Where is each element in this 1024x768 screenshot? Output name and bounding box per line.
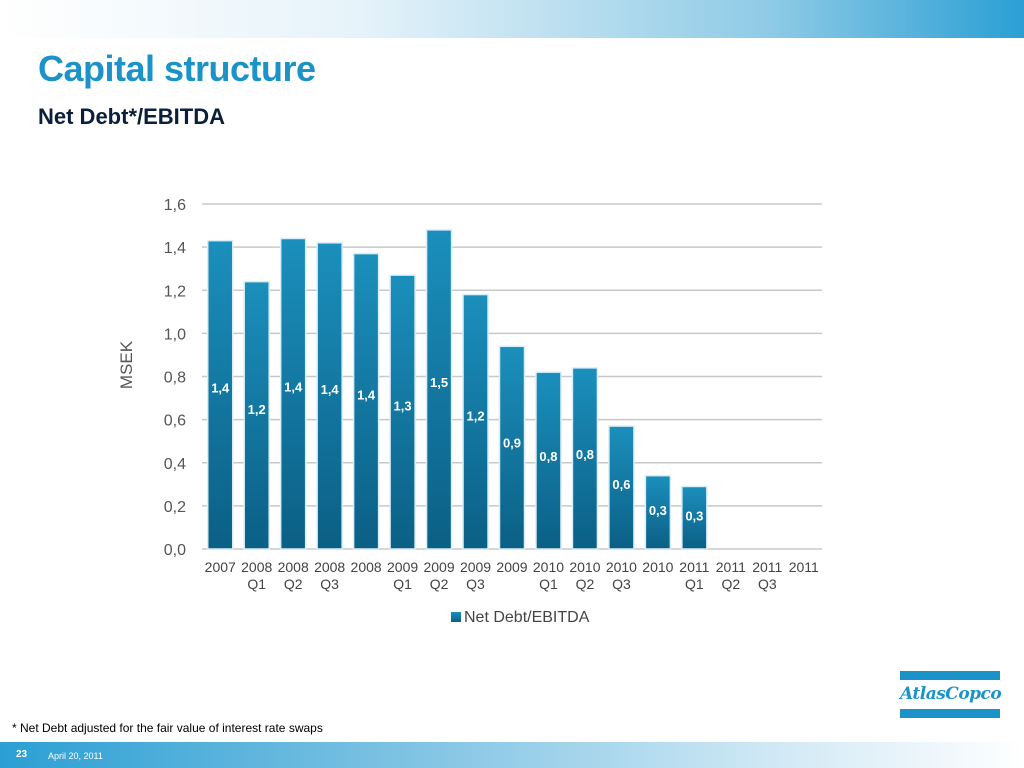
x-tick-year: 2010 [533, 559, 564, 575]
logo-stripe-bottom [900, 709, 1000, 718]
x-tick-year: 2011 [716, 559, 746, 575]
x-tick-quarter: Q2 [430, 576, 449, 592]
y-tick-label: 0,8 [164, 370, 186, 387]
bar [389, 274, 416, 550]
data-label: 1,3 [394, 399, 412, 414]
bar [644, 474, 672, 550]
x-tick-quarter: Q1 [685, 576, 704, 592]
x-tick-year: 2011 [789, 559, 819, 575]
data-label: 0,8 [539, 449, 557, 464]
y-axis-label: MSEK [117, 340, 136, 389]
y-tick-label: 1,2 [164, 283, 186, 300]
data-label: 1,4 [321, 382, 340, 397]
data-label: 1,2 [248, 402, 266, 417]
footer-band [0, 742, 1024, 768]
net-debt-ebitda-chart: 0,00,20,40,60,81,01,21,41,6 1,41,21,4 1,4… [117, 197, 822, 626]
data-label: 1,5 [430, 375, 448, 390]
x-tick-quarter: Q1 [539, 576, 558, 592]
bar [462, 293, 489, 550]
x-tick-quarter: Q3 [320, 576, 339, 592]
data-label: 0,9 [503, 436, 521, 451]
x-tick-quarter: Q2 [284, 576, 303, 592]
x-tick-year: 2008 [241, 559, 272, 575]
bar [608, 425, 635, 550]
page-title: Capital structure [38, 48, 316, 89]
data-label: 0,6 [612, 477, 630, 492]
x-tick-quarter: Q2 [721, 576, 740, 592]
x-tick-year: 2009 [496, 559, 527, 575]
x-tick-year: 2010 [569, 559, 600, 575]
data-label: 0,3 [685, 508, 703, 523]
x-tick-year: 2008 [351, 559, 382, 575]
data-label: 0,8 [576, 447, 594, 462]
x-tick-quarter: Q2 [576, 576, 595, 592]
y-tick-label: 1,4 [164, 240, 186, 257]
x-tick-year: 2008 [278, 559, 309, 575]
bar [352, 252, 380, 550]
header-band [0, 0, 1024, 38]
legend-label: Net Debt/EBITDA [464, 609, 590, 626]
y-tick-label: 0,0 [164, 542, 186, 559]
x-tick-year: 2008 [314, 559, 345, 575]
x-tick-year: 2011 [679, 559, 709, 575]
data-label: 1,2 [466, 409, 484, 424]
bar [425, 229, 453, 550]
x-tick-quarter: Q1 [393, 576, 412, 592]
x-tick-quarter: Q3 [758, 576, 777, 592]
bars: 1,4 1,2 1,4 1,4 1,4 1,3 1,5 1,2 0,9 0,8 0,8 0,6 0,3 0… [206, 229, 708, 550]
x-tick-year: 2010 [606, 559, 637, 575]
bar [279, 237, 307, 550]
bar [316, 242, 343, 550]
data-label: 1,4 [357, 387, 376, 402]
data-label: 0,3 [649, 503, 667, 518]
bar [498, 345, 526, 550]
legend: Net Debt/EBITDA [451, 609, 590, 626]
x-tick-quarter: Q3 [466, 576, 485, 592]
x-tick-quarter: Q3 [612, 576, 631, 592]
bar [535, 371, 562, 550]
x-tick-year: 2010 [642, 559, 673, 575]
y-tick-label: 0,6 [164, 413, 186, 430]
data-label: 1,4 [284, 380, 303, 395]
footnote: * Net Debt adjusted for the fair value o… [12, 721, 323, 735]
atlas-copco-logo: AtlasCopco [900, 671, 1002, 719]
bar [206, 239, 234, 550]
x-tick-year: 2009 [387, 559, 418, 575]
x-tick-quarter: Q1 [247, 576, 266, 592]
logo-stripe-top [900, 671, 1000, 680]
y-tick-labels: 0,0 0,2 0,4 0,6 0,8 1,0 1,2 1,4 1,6 [164, 197, 186, 559]
y-tick-label: 0,4 [164, 456, 186, 473]
page-number: 23 [16, 749, 28, 760]
legend-swatch [451, 612, 461, 622]
y-tick-label: 1,0 [164, 326, 186, 343]
y-tick-label: 0,2 [164, 499, 186, 516]
x-tick-year: 2009 [460, 559, 491, 575]
x-tick-year: 2009 [423, 559, 454, 575]
bar [571, 367, 599, 550]
bar [681, 485, 708, 550]
logo-wordmark: AtlasCopco [900, 684, 1002, 704]
footer-date: April 20, 2011 [48, 751, 103, 761]
x-tick-year: 2011 [752, 559, 782, 575]
y-tick-label: 1,6 [164, 197, 186, 214]
x-tick-year: 2007 [205, 559, 236, 575]
data-label: 1,4 [211, 381, 230, 396]
bar [243, 280, 270, 550]
page-subtitle: Net Debt*/EBITDA [38, 104, 226, 129]
